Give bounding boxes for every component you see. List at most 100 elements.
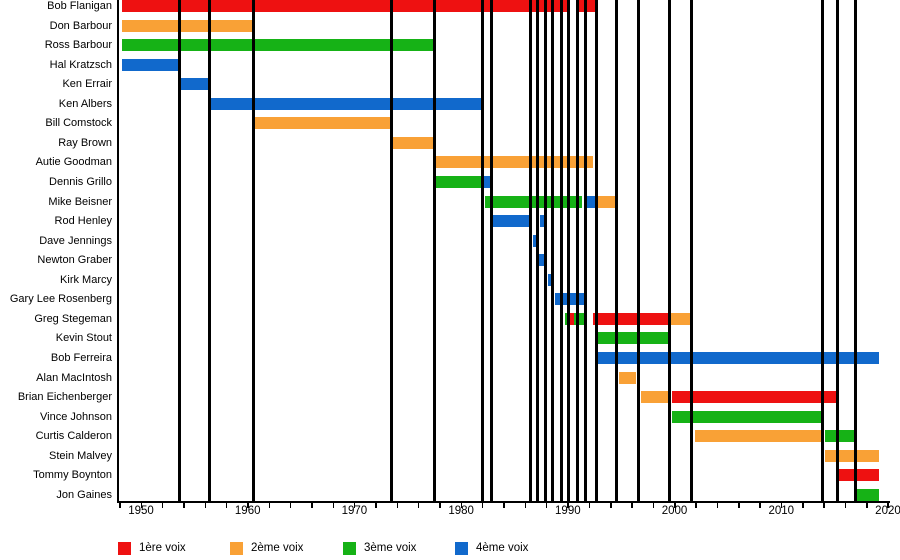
member-label: Gary Lee Rosenberg — [9, 293, 112, 306]
x-axis-tick — [503, 503, 505, 508]
x-axis-tick-label: 1960 — [234, 505, 261, 517]
member-label: Mike Beisner — [48, 195, 112, 208]
lineup-change-line — [207, 0, 211, 501]
bar-segment — [597, 332, 669, 345]
lineup-change-line — [432, 0, 436, 501]
bar-segment — [209, 97, 483, 110]
lineup-change-line — [543, 0, 547, 501]
bar-segment — [694, 430, 822, 443]
x-axis-tick — [183, 503, 185, 508]
x-axis-tick-label: 2010 — [768, 505, 795, 517]
member-label: Hal Kratzsch — [49, 58, 112, 71]
x-axis-tick — [225, 503, 228, 508]
member-label: Ross Barbour — [44, 39, 112, 52]
bar-segment — [669, 312, 692, 325]
lineup-change-line — [853, 0, 857, 501]
member-label: Kirk Marcy — [60, 273, 112, 286]
x-axis-tick — [610, 503, 612, 508]
y-axis-line — [117, 0, 119, 501]
member-label: Ray Brown — [58, 136, 112, 149]
legend-label-voice3: 3ème voix — [364, 542, 417, 554]
bar-segment — [483, 176, 491, 189]
x-axis-tick — [695, 503, 697, 508]
bar-segment — [672, 391, 837, 404]
x-axis-tick — [439, 503, 441, 508]
lineup-change-line — [528, 0, 532, 501]
bar-segment — [857, 488, 880, 501]
bar-segment — [641, 391, 669, 404]
bar-segment — [838, 469, 880, 482]
bar-segment — [825, 430, 856, 443]
bar-segment — [619, 371, 637, 384]
x-axis-tick — [353, 503, 356, 508]
lineup-change-line — [559, 0, 563, 501]
member-label: Ken Errair — [62, 78, 112, 91]
lineup-change-line — [567, 0, 571, 501]
x-axis-tick — [396, 503, 399, 508]
x-axis-tick — [887, 503, 889, 508]
bar-segment — [539, 254, 546, 267]
x-axis-tick-label: 2000 — [661, 505, 688, 517]
bar-segment — [574, 312, 586, 325]
bar-segment — [492, 215, 530, 228]
x-axis-tick — [524, 503, 527, 508]
x-axis-tick — [759, 503, 761, 508]
lineup-change-line — [835, 0, 839, 501]
bar-segment — [392, 136, 434, 149]
x-axis-tick-label: 1980 — [448, 505, 474, 517]
member-label: Autie Goodman — [35, 156, 112, 169]
voice3-color-swatch — [343, 542, 356, 555]
x-axis-tick — [460, 503, 463, 508]
x-axis-tick — [140, 503, 142, 508]
x-axis-tick — [802, 503, 804, 508]
bar-segment — [121, 58, 180, 71]
x-axis-tick — [332, 503, 335, 508]
x-axis-tick-label: 1950 — [128, 505, 154, 517]
member-label: Kevin Stout — [55, 332, 112, 345]
member-label: Bob Flanigan — [47, 0, 112, 12]
lineup-change-line — [636, 0, 640, 501]
bar-segment — [254, 117, 392, 130]
lineup-change-line — [584, 0, 588, 501]
member-label: Bill Comstock — [45, 117, 112, 130]
bar-segment — [825, 449, 880, 462]
lineup-change-line — [615, 0, 619, 501]
member-label: Stein Malvey — [49, 449, 112, 462]
bar-segment — [179, 78, 210, 91]
member-label: Tommy Boynton — [33, 469, 112, 482]
x-axis-tick — [417, 503, 420, 508]
x-axis-tick — [204, 503, 207, 508]
x-axis-tick — [631, 503, 633, 508]
x-axis-tick — [716, 503, 719, 508]
member-label: Ken Albers — [58, 97, 112, 110]
legend-label-voice2: 2ème voix — [251, 542, 304, 554]
member-label: Curtis Calderon — [35, 430, 112, 443]
member-label: Greg Stegeman — [34, 312, 112, 325]
member-label: Alan MacIntosh — [36, 371, 112, 384]
x-axis-tick-label: 2020 — [875, 505, 900, 517]
member-label: Dennis Grillo — [49, 176, 112, 189]
x-axis-tick — [161, 503, 164, 508]
lineup-change-line — [575, 0, 579, 501]
lineup-change-line — [480, 0, 484, 501]
voice4-color-swatch — [455, 542, 468, 555]
bar-segment — [672, 410, 822, 423]
x-axis-tick — [823, 503, 825, 508]
bar-segment — [121, 39, 434, 52]
bar-segment — [564, 312, 569, 325]
x-axis-tick — [268, 503, 271, 508]
member-label: Rod Henley — [54, 215, 112, 228]
x-axis-tick — [780, 503, 783, 508]
member-label: Vince Johnson — [40, 410, 112, 423]
lineup-change-line — [536, 0, 540, 501]
legend-label-voice4: 4ème voix — [476, 542, 529, 554]
bar-segment — [532, 234, 540, 247]
member-label: Brian Eichenberger — [17, 391, 112, 404]
x-axis-tick — [481, 503, 484, 508]
voice2-color-swatch — [230, 542, 243, 555]
x-axis-tick-label: 1990 — [555, 505, 581, 517]
lineup-change-line — [551, 0, 555, 501]
bar-segment — [568, 312, 575, 325]
x-axis-tick — [545, 503, 548, 508]
x-axis-tick — [247, 503, 249, 508]
